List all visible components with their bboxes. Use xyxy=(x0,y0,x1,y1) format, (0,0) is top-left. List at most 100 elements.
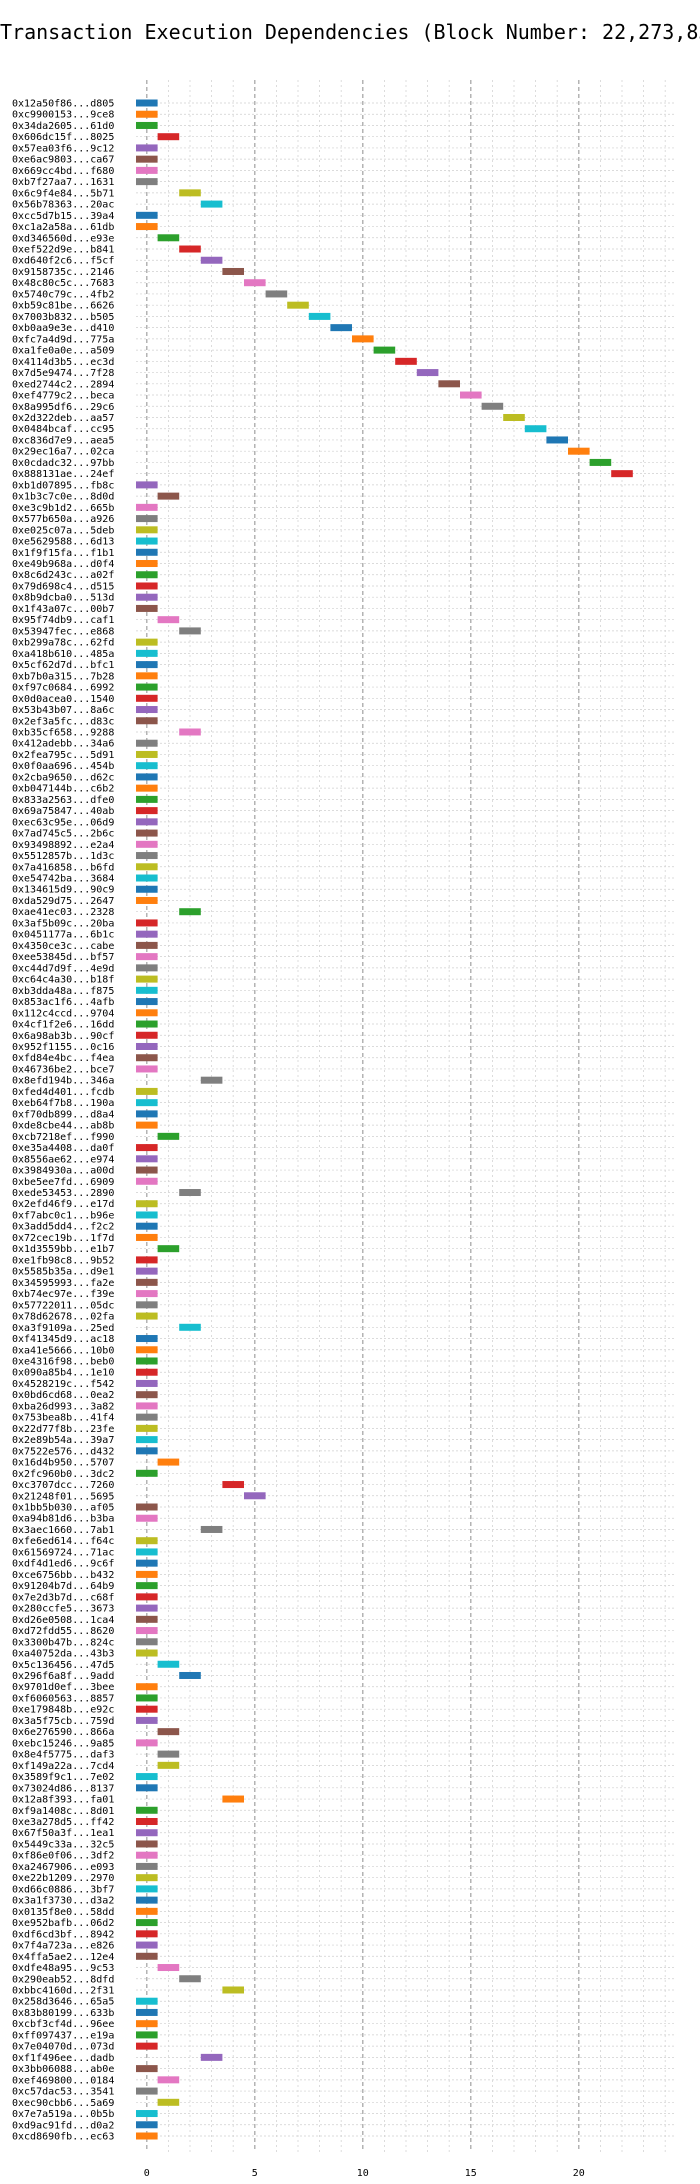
transaction-bar xyxy=(136,2008,158,2016)
transaction-bar xyxy=(136,503,158,511)
transaction-bar xyxy=(136,2042,158,2050)
transaction-bar xyxy=(136,1627,158,1635)
transaction-bar xyxy=(136,1121,158,1129)
y-tick-label: 0x112c4ccd...9704 xyxy=(12,1008,114,1019)
transaction-bar xyxy=(136,1211,158,1219)
transaction-bar xyxy=(136,1806,158,1814)
y-tick-label: 0xc3707dcc...7260 xyxy=(12,1480,114,1491)
transaction-bar xyxy=(373,346,396,354)
transaction-bar xyxy=(136,1716,158,1724)
y-tick-label: 0xde8cbe44...ab8b xyxy=(12,1121,114,1132)
transaction-bar xyxy=(244,1492,266,1500)
x-tick-label: 15 xyxy=(465,2168,477,2179)
y-tick-label: 0x3a5f75cb...759d xyxy=(12,1716,114,1727)
transaction-bar xyxy=(136,1155,158,1163)
transaction-bar xyxy=(136,1346,158,1354)
x-tick-label: 0 xyxy=(144,2168,150,2179)
transaction-bar xyxy=(136,2065,158,2073)
transaction-bar xyxy=(136,1570,158,1578)
transaction-bar xyxy=(157,492,180,500)
y-tick-label: 0x0cdadc32...97bb xyxy=(12,458,114,469)
transaction-bar xyxy=(136,1054,158,1062)
transaction-bar xyxy=(568,447,590,455)
y-tick-label: 0xd26e0508...1ca4 xyxy=(12,1615,114,1626)
transaction-bar xyxy=(157,2076,180,2084)
y-tick-label: 0xe5629588...6d13 xyxy=(12,537,114,548)
transaction-bar xyxy=(136,2031,158,2039)
transaction-bar xyxy=(136,2121,158,2129)
transaction-bar xyxy=(136,1874,158,1882)
transaction-bar xyxy=(244,279,266,287)
y-tick-label: 0xdf6cd3bf...8942 xyxy=(12,1929,114,1940)
transaction-bar xyxy=(136,807,158,815)
y-tick-label: 0x4cf1f2e6...16dd xyxy=(12,1020,114,1031)
y-tick-label: 0xb047144b...c6b2 xyxy=(12,784,114,795)
transaction-bar xyxy=(136,739,158,747)
y-tick-label: 0xff097437...e19a xyxy=(12,2030,114,2041)
y-tick-label: 0xa3f9109a...25ed xyxy=(12,1323,114,1334)
x-tick-label: 20 xyxy=(573,2168,585,2179)
transaction-bar xyxy=(136,1290,158,1298)
transaction-bar xyxy=(222,1481,244,1489)
y-tick-label: 0xcbf3cf4d...96ee xyxy=(12,2019,114,2030)
y-tick-label: 0x53b43b07...8a6c xyxy=(12,705,114,716)
y-tick-label: 0xa41e5666...10b0 xyxy=(12,1345,114,1356)
transaction-bar xyxy=(136,481,158,489)
y-tick-label: 0x1f9f15fa...f1b1 xyxy=(12,548,114,559)
y-tick-label: 0x7f4a723a...e826 xyxy=(12,1941,114,1952)
transaction-bar xyxy=(136,998,158,1006)
y-tick-label: 0x7e2d3b7d...c68f xyxy=(12,1592,114,1603)
transaction-bar xyxy=(136,1020,158,1028)
y-tick-label: 0xf1f496ee...dadb xyxy=(12,2053,114,2064)
y-tick-label: 0x93498892...e2a4 xyxy=(12,840,114,851)
transaction-bar xyxy=(136,1065,158,1073)
y-tick-label: 0x2fea795c...5d91 xyxy=(12,750,114,761)
transaction-bar xyxy=(136,110,158,118)
transaction-bar xyxy=(136,717,158,725)
y-tick-label: 0xa94b81d6...b3ba xyxy=(12,1514,114,1525)
transaction-bar xyxy=(136,885,158,893)
transaction-bar xyxy=(395,357,417,365)
y-tick-label: 0x1bb5b030...af05 xyxy=(12,1503,114,1514)
y-tick-label: 0x3300b47b...824c xyxy=(12,1637,114,1648)
y-tick-label: 0x79d698c4...d515 xyxy=(12,581,114,592)
transaction-bar xyxy=(136,1784,158,1792)
y-tick-label: 0x0bd6cd68...0ea2 xyxy=(12,1390,114,1401)
transaction-bar xyxy=(416,369,439,377)
y-tick-label: 0x952f1155...0c16 xyxy=(12,1042,114,1053)
transaction-bar xyxy=(589,458,612,466)
y-tick-label: 0xd640f2c6...f5cf xyxy=(12,256,114,267)
y-tick-label: 0xae41ec03...2328 xyxy=(12,907,114,918)
transaction-bar xyxy=(136,1391,158,1399)
transaction-bar xyxy=(157,1964,180,1972)
y-tick-label: 0xa2467906...e093 xyxy=(12,1862,114,1873)
transaction-bar xyxy=(200,256,223,264)
transaction-bar xyxy=(136,1896,158,1904)
transaction-bar xyxy=(136,1862,158,1870)
y-tick-label: 0xc9900153...9ce8 xyxy=(12,110,114,121)
transaction-bar xyxy=(481,402,504,410)
transaction-bar xyxy=(136,1694,158,1702)
y-tick-label: 0xb74ec97e...f39e xyxy=(12,1289,114,1300)
transaction-bar xyxy=(136,1233,158,1241)
y-tick-label: 0x7e04070d...073d xyxy=(12,2042,114,2053)
y-tick-label: 0x3bb06088...ab0e xyxy=(12,2064,114,2075)
y-tick-label: 0x3af5b09c...20ba xyxy=(12,918,114,929)
transaction-bar xyxy=(136,919,158,927)
transaction-bar xyxy=(222,1986,244,1994)
y-tick-label: 0xe49b968a...d0f4 xyxy=(12,559,114,570)
transaction-bar xyxy=(136,2087,158,2095)
transaction-bar xyxy=(136,1593,158,1601)
transaction-bar xyxy=(136,548,158,556)
y-tick-label: 0x9701d0ef...3bee xyxy=(12,1682,114,1693)
y-tick-label: 0xb59c81be...6626 xyxy=(12,301,114,312)
x-tick-label: 10 xyxy=(357,2168,369,2179)
transaction-bar xyxy=(136,571,158,579)
y-tick-label: 0xa418b610...485a xyxy=(12,649,114,660)
y-tick-label: 0xf149a22a...7cd4 xyxy=(12,1761,114,1772)
transaction-bar xyxy=(611,470,633,478)
y-tick-label: 0xf97c0684...6992 xyxy=(12,683,114,694)
y-tick-label: 0x8c6d243c...a02f xyxy=(12,570,114,581)
transaction-bar xyxy=(136,1424,158,1432)
